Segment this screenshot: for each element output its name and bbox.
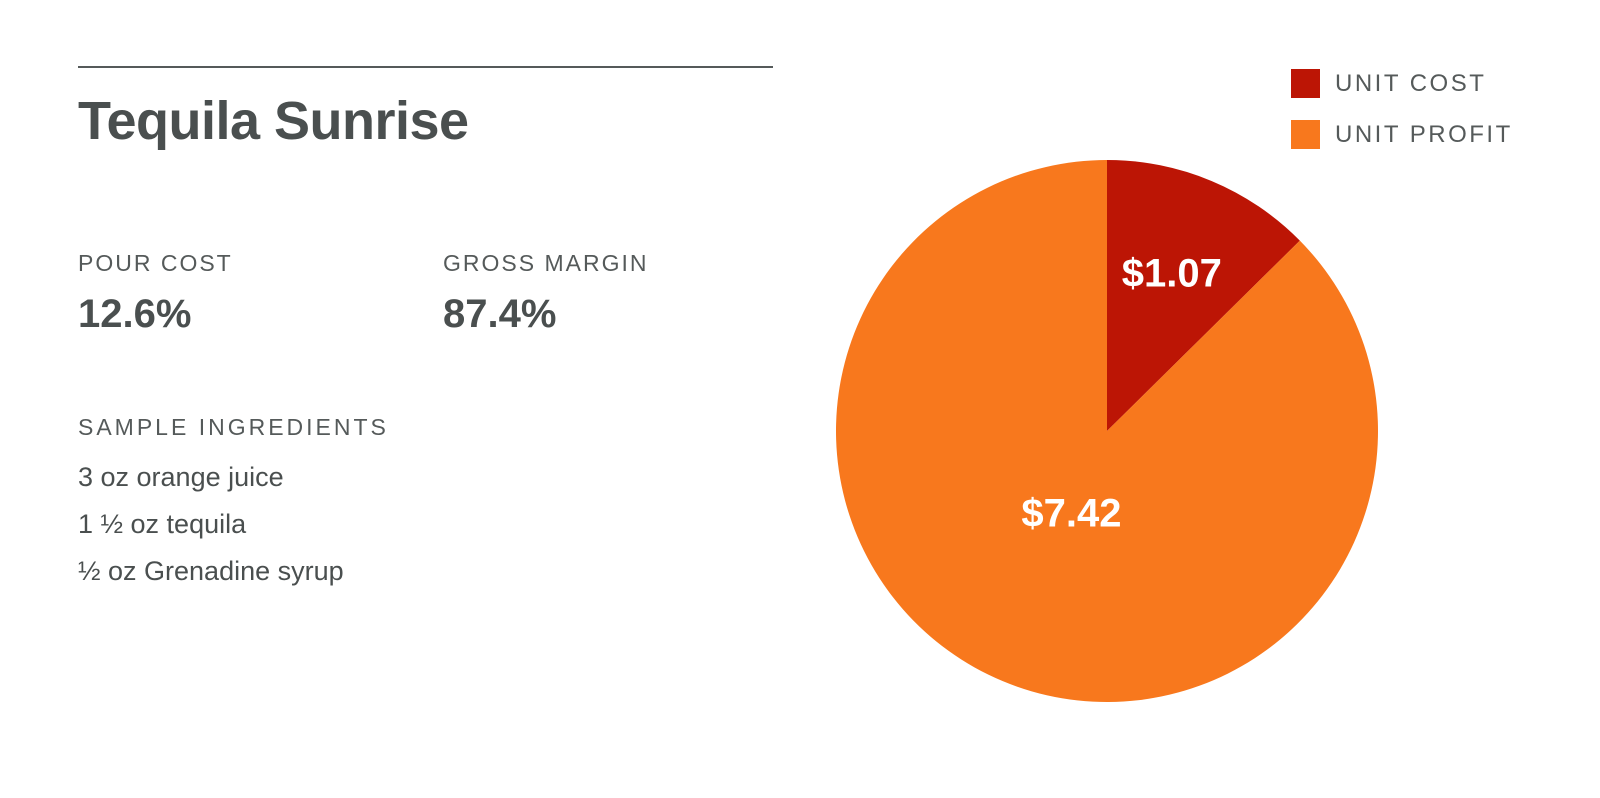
title-rule (78, 66, 773, 68)
pie-slice-unit-profit (836, 160, 1378, 702)
ingredient-item: 1 ½ oz tequila (78, 509, 247, 539)
legend-label-unit-profit: UNIT PROFIT (1335, 121, 1513, 148)
ingredients-list: 3 oz orange juice 1 ½ oz tequila ½ oz Gr… (78, 460, 344, 601)
pie-label-unit-profit: $7.42 (1021, 492, 1121, 536)
gross-margin-label: GROSS MARGIN (443, 250, 649, 276)
pie-label-unit-cost: $1.07 (1122, 252, 1222, 296)
ingredient-item: ½ oz Grenadine syrup (78, 556, 344, 586)
ingredient-item: 3 oz orange juice (78, 462, 284, 492)
legend-label-unit-cost: UNIT COST (1335, 70, 1487, 97)
pour-cost-label: POUR COST (78, 250, 233, 276)
legend-swatch-unit-profit (1291, 120, 1320, 149)
gross-margin-value: 87.4% (443, 292, 557, 336)
ingredients-heading: SAMPLE INGREDIENTS (78, 414, 389, 440)
pour-cost-value: 12.6% (78, 292, 192, 336)
pie-slice-unit-cost (1107, 160, 1300, 431)
legend-swatch-unit-cost (1291, 69, 1320, 98)
page-title: Tequila Sunrise (78, 91, 469, 151)
